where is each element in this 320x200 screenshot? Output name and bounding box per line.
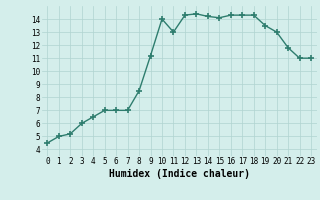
X-axis label: Humidex (Indice chaleur): Humidex (Indice chaleur) <box>109 169 250 179</box>
